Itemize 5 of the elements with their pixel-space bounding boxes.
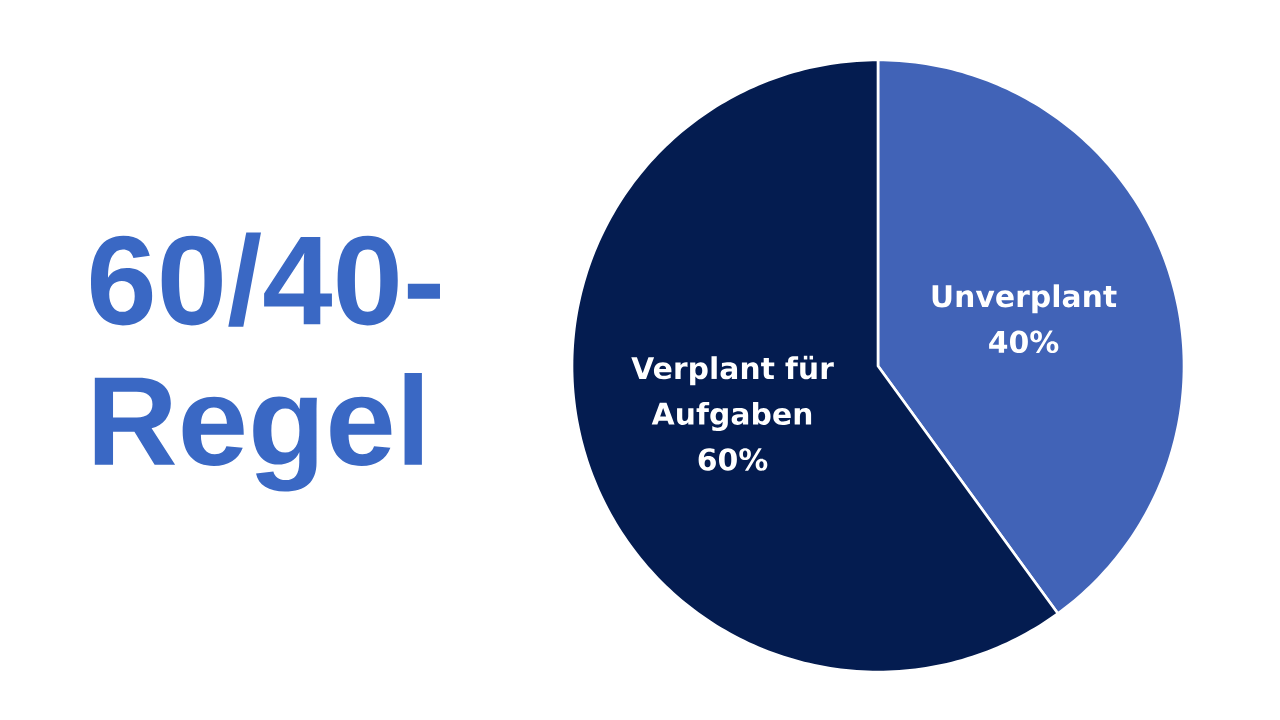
- slice-label: Verplant für Aufgaben: [631, 355, 834, 432]
- slice-label: Unverplant: [932, 284, 1117, 314]
- data-label: 40%: [989, 330, 1059, 354]
- data-label: 60%: [698, 448, 768, 471]
- text: 60/40-Regel: [90, 232, 440, 492]
